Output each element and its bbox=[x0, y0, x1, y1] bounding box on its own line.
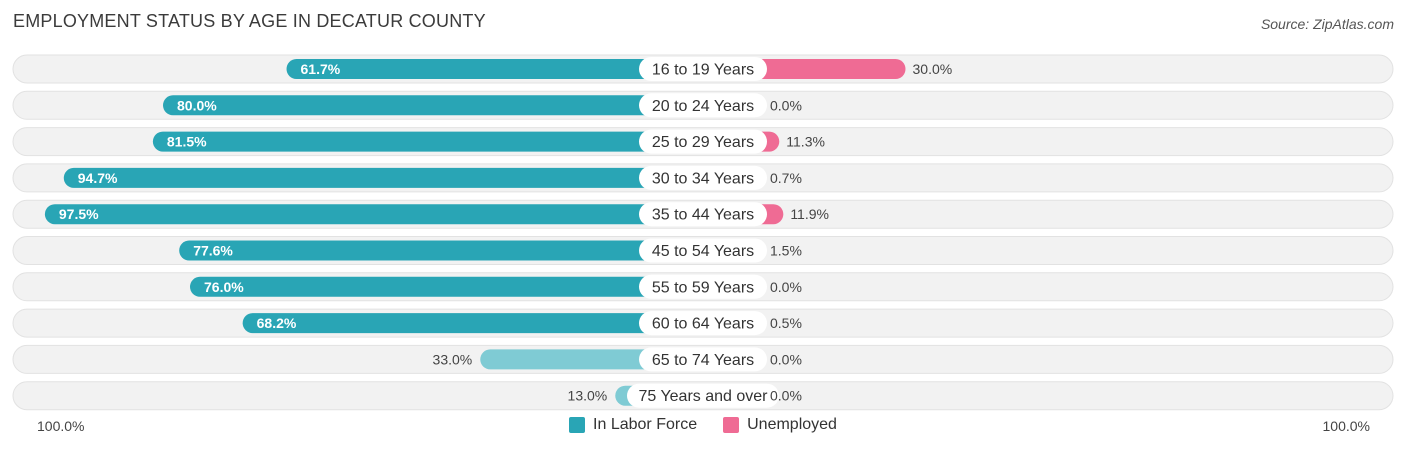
chart-row: 55 to 59 Years 76.0% 0.0% bbox=[12, 272, 1394, 302]
category-label: 16 to 19 Years bbox=[652, 62, 754, 79]
category-pill bbox=[627, 383, 779, 408]
chart-row: 25 to 29 Years 81.5% 11.3% bbox=[12, 127, 1394, 157]
bar-labor-force[interactable] bbox=[286, 59, 703, 79]
value-label-unemployed: 11.3% bbox=[786, 134, 825, 150]
legend: In Labor Force Unemployed bbox=[0, 416, 1406, 434]
category-label: 65 to 74 Years bbox=[652, 352, 754, 369]
chart-row: 35 to 44 Years 97.5% 11.9% bbox=[12, 199, 1394, 229]
chart-row: 60 to 64 Years 68.2% 0.5% bbox=[12, 308, 1394, 338]
category-pill bbox=[639, 347, 767, 372]
value-label-unemployed: 0.0% bbox=[770, 351, 802, 367]
value-label-labor: 81.5% bbox=[167, 134, 207, 150]
value-label-labor: 33.0% bbox=[433, 351, 473, 367]
legend-item-labor[interactable]: In Labor Force bbox=[569, 416, 697, 434]
bar-labor-force[interactable] bbox=[190, 276, 703, 297]
category-pill bbox=[639, 57, 767, 81]
legend-swatch-unemployed bbox=[723, 417, 740, 433]
value-label-labor: 94.7% bbox=[78, 170, 118, 186]
category-pill bbox=[639, 311, 767, 336]
value-label-labor: 77.6% bbox=[193, 243, 233, 259]
value-label-unemployed: 0.0% bbox=[770, 279, 802, 295]
chart-row: 75 Years and over 13.0% 0.0% bbox=[12, 381, 1394, 411]
value-label-unemployed: 0.5% bbox=[770, 315, 802, 331]
category-label: 45 to 54 Years bbox=[652, 243, 754, 260]
axis-left-label: 100.0% bbox=[37, 418, 85, 434]
value-label-unemployed: 1.5% bbox=[770, 243, 802, 259]
category-label: 75 Years and over bbox=[639, 388, 769, 405]
value-label-labor: 13.0% bbox=[568, 388, 608, 404]
value-label-labor: 68.2% bbox=[257, 315, 297, 331]
category-pill bbox=[639, 165, 767, 190]
value-label-labor: 80.0% bbox=[177, 97, 217, 113]
bar-labor-force[interactable] bbox=[163, 95, 703, 116]
category-label: 20 to 24 Years bbox=[652, 98, 754, 115]
chart-row: 16 to 19 Years 61.7% 30.0% bbox=[12, 54, 1394, 84]
chart-row: 45 to 54 Years 77.6% 1.5% bbox=[12, 236, 1394, 265]
source-note: Source: ZipAtlas.com bbox=[1260, 16, 1394, 32]
value-label-unemployed: 11.9% bbox=[790, 206, 829, 222]
category-label: 25 to 29 Years bbox=[652, 134, 754, 151]
chart-row: 65 to 74 Years 33.0% 0.0% bbox=[12, 344, 1394, 374]
value-label-unemployed: 0.7% bbox=[770, 170, 802, 186]
category-label: 60 to 64 Years bbox=[652, 316, 754, 333]
value-label-unemployed: 0.0% bbox=[770, 97, 802, 113]
bar-labor-force[interactable] bbox=[152, 131, 703, 152]
bar-labor-force[interactable] bbox=[44, 204, 703, 225]
category-label: 55 to 59 Years bbox=[652, 279, 754, 296]
category-pill bbox=[639, 238, 767, 263]
legend-label-unemployed: Unemployed bbox=[747, 416, 837, 433]
value-label-unemployed: 30.0% bbox=[913, 61, 953, 77]
category-label: 35 to 44 Years bbox=[652, 207, 754, 224]
legend-item-unemployed[interactable]: Unemployed bbox=[723, 416, 837, 434]
bar-labor-force[interactable] bbox=[63, 167, 703, 188]
chart-title: EMPLOYMENT STATUS BY AGE IN DECATUR COUN… bbox=[13, 11, 486, 31]
value-label-labor: 76.0% bbox=[204, 279, 244, 295]
category-label: 30 to 34 Years bbox=[652, 170, 754, 187]
category-pill bbox=[639, 93, 767, 118]
axis-right-label: 100.0% bbox=[1322, 418, 1370, 434]
value-label-labor: 61.7% bbox=[301, 61, 341, 77]
category-pill bbox=[639, 129, 767, 154]
value-label-labor: 97.5% bbox=[59, 206, 99, 222]
category-pill bbox=[639, 202, 767, 227]
legend-label-labor: In Labor Force bbox=[593, 416, 698, 433]
bar-labor-force[interactable] bbox=[179, 240, 703, 261]
value-label-unemployed: 0.0% bbox=[770, 388, 802, 404]
legend-swatch-labor bbox=[569, 417, 586, 433]
category-pill bbox=[639, 274, 767, 299]
chart-row: 20 to 24 Years 80.0% 0.0% bbox=[12, 90, 1394, 120]
bar-labor-force[interactable] bbox=[242, 313, 703, 334]
chart-row: 30 to 34 Years 94.7% 0.7% bbox=[12, 163, 1394, 193]
